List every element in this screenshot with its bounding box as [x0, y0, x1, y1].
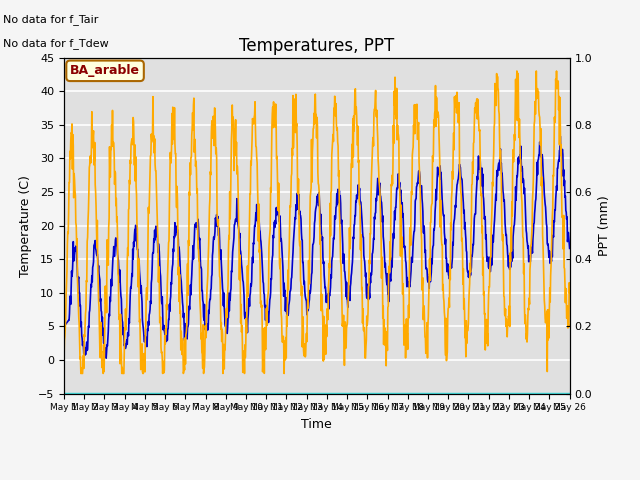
Tsky [280, 341, 287, 347]
Tsurf [146, 311, 154, 316]
Title: Temperatures, PPT: Temperatures, PPT [239, 36, 394, 55]
Tsurf [557, 133, 564, 139]
Tsky [77, 371, 84, 376]
Tsurf [280, 293, 287, 299]
Tsky [326, 201, 334, 206]
Tsky [337, 259, 344, 264]
Tsurf [60, 324, 68, 329]
Tsky [60, 357, 68, 363]
Line: Tsurf: Tsurf [64, 136, 570, 358]
Tsurf [337, 201, 344, 206]
Line: Tsky: Tsky [64, 71, 570, 373]
Tsurf [102, 355, 110, 361]
Text: No data for f_Tdew: No data for f_Tdew [3, 38, 109, 49]
Tsky [513, 68, 521, 74]
ppt [566, 391, 573, 396]
ppt [145, 391, 153, 396]
Y-axis label: PPT (mm): PPT (mm) [598, 195, 611, 256]
ppt [337, 391, 344, 396]
Tsky [231, 127, 239, 132]
X-axis label: Time: Time [301, 418, 332, 431]
ppt [326, 391, 333, 396]
ppt [60, 391, 68, 396]
Tsky [146, 186, 154, 192]
Text: BA_arable: BA_arable [70, 64, 140, 77]
Tsurf [566, 246, 573, 252]
Tsky [566, 290, 573, 296]
Tsurf [326, 289, 334, 295]
Tsurf [231, 222, 239, 228]
Tsky [127, 139, 135, 144]
Text: No data for f_Tair: No data for f_Tair [3, 14, 99, 25]
Y-axis label: Temperature (C): Temperature (C) [19, 175, 33, 276]
ppt [127, 391, 135, 396]
Tsurf [127, 279, 135, 285]
ppt [280, 391, 287, 396]
ppt [230, 391, 238, 396]
